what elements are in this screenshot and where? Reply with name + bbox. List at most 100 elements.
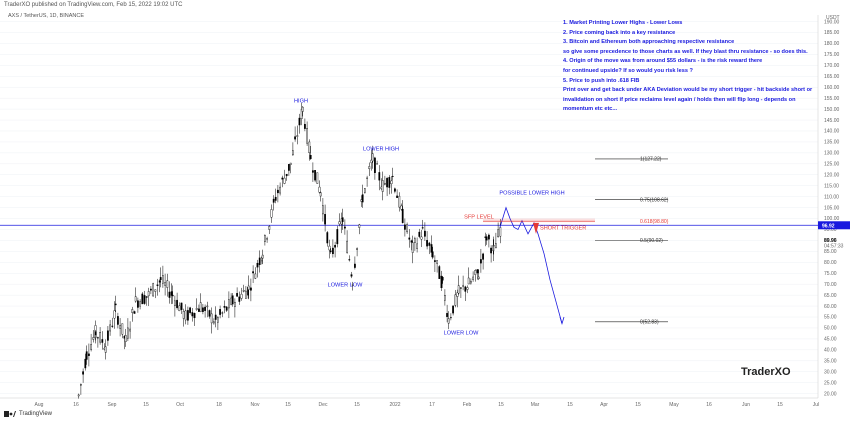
candle-body [348,259,351,261]
candle-body [401,208,404,223]
candle-body [244,290,247,299]
candle-body [316,172,319,184]
y-tick-label: 125.00 [824,162,840,168]
candle-body [341,217,344,222]
candle-body [149,288,152,291]
x-tick-label: May [669,402,679,408]
candle-body [312,170,314,173]
candle-body [197,308,200,312]
x-tick-label: Nov [251,402,260,408]
candle-body [109,324,112,332]
candle-body [216,317,219,323]
candle-body [227,299,230,309]
candle-body [388,177,391,188]
candle-body [106,330,109,341]
candle-body [364,188,366,193]
y-tick-label: 150.00 [824,107,840,113]
watermark: TraderXO [741,366,791,378]
candle-body [464,286,467,292]
candle-body [131,309,134,313]
note-line: Print over and get back under AKA Deviat… [563,87,813,94]
candle-body [400,205,403,210]
y-tick-label: 135.00 [824,140,840,146]
candle-body [121,323,124,335]
candle-body [350,274,353,277]
candle-body [426,240,428,247]
y-tick-label: 20.00 [824,391,837,397]
candle-body [328,245,331,251]
y-tick-label: 165.00 [824,74,840,80]
candle-body [376,163,378,165]
candle-body [101,339,104,343]
x-tick-label: 16 [706,402,712,408]
y-tick-label: 105.00 [824,205,840,211]
candle-body [133,311,136,314]
footer[interactable]: TradingView [4,411,52,417]
tradingview-logo-icon [4,411,16,417]
candle-body [214,314,217,320]
candle-body [428,242,431,246]
y-tick-label: 65.00 [824,293,837,299]
candle-body [301,106,304,112]
y-tick-label: 45.00 [824,337,837,343]
candle-body [225,306,228,311]
candle-body [152,283,154,297]
candle-body [164,282,166,286]
candle-body [420,236,423,240]
x-tick-label: 15 [285,402,291,408]
candle-body [391,175,394,177]
candle-body [309,155,312,160]
candle-body [270,209,273,218]
candle-body [408,237,411,240]
candle-body [171,294,174,297]
y-tick-label: 80.00 [824,260,837,266]
candle-body [170,291,173,296]
candle-body [322,205,324,215]
candle-body [176,299,178,309]
candle-body [114,303,117,306]
y-tick-label: 175.00 [824,52,840,58]
candle-body [111,325,114,327]
y-tick-label: 50.00 [824,326,837,332]
y-tick-label: 95.00 [824,227,837,233]
candle-body [281,177,284,180]
y-tick-label: 145.00 [824,118,840,124]
y-tick-label: 155.00 [824,96,840,102]
x-tick-label: Oct [176,402,184,408]
candle-body [298,117,301,126]
candle-body [457,285,460,294]
candle-body [96,337,99,339]
candle-body [87,353,90,356]
candle-body [476,269,479,274]
candle-body [119,325,122,329]
fib-label: 0.5(90.02) [640,238,663,244]
candle-body [145,296,148,298]
candle-body [139,301,141,307]
candle-body [416,243,418,249]
candle-body [482,253,484,260]
candle-body [272,198,275,203]
candle-body [195,307,198,310]
candle-body [318,186,321,193]
y-tick-label: 130.00 [824,151,840,157]
candle-body [191,312,194,317]
candle-body [336,229,339,245]
x-tick-label: 18 [216,402,222,408]
candle-body [266,238,268,240]
x-tick-label: Sep [108,402,117,408]
candle-body [274,196,277,201]
candle-body [306,128,308,144]
fib-label: 0(52.83) [640,319,659,325]
candle-body [354,263,356,268]
candle-body [456,292,459,297]
candle-body [470,280,472,284]
y-tick-label: 185.00 [824,30,840,36]
candle-body [242,290,245,292]
candle-body [492,245,495,247]
price-label-2: 89.96 [824,238,837,244]
chart-annotation: SHORT TRIGGER [540,225,586,231]
candle-body [361,194,364,203]
candle-body [329,250,332,253]
note-line: so give some precedence to those charts … [563,48,808,55]
